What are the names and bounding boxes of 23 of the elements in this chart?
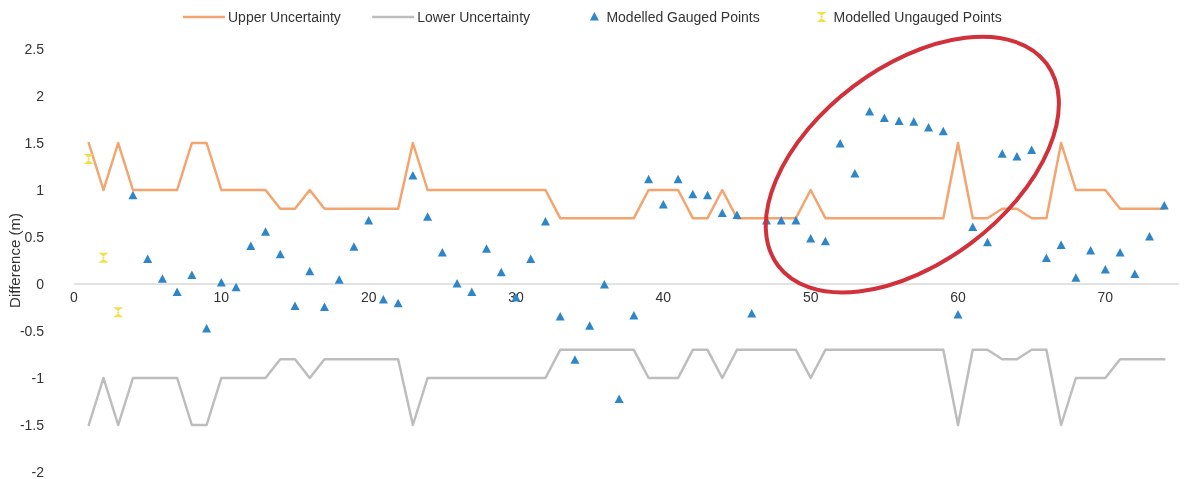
legend-label: Upper Uncertainty <box>228 8 341 25</box>
y-tick-label: 2.5 <box>24 40 45 57</box>
y-tick-label: 2 <box>36 87 45 104</box>
y-tick-label: 0.5 <box>24 228 45 245</box>
x-tick-label: 50 <box>802 289 819 305</box>
y-tick-label: 1 <box>36 181 45 198</box>
y-tick-label: -1 <box>31 369 45 386</box>
x-tick-label: 20 <box>360 289 377 305</box>
y-tick-label: 0 <box>36 275 45 292</box>
x-tick-label: 70 <box>1097 289 1114 305</box>
legend-label: Lower Uncertainty <box>417 8 531 25</box>
x-tick-label: 40 <box>655 289 672 305</box>
y-tick-label: -1.5 <box>19 416 45 433</box>
y-axis-title: Difference (m) <box>6 213 23 308</box>
line-series <box>87 348 1166 427</box>
x-tick-label: 10 <box>213 289 230 305</box>
x-tick-label: 60 <box>950 289 966 305</box>
legend-label: Modelled Ungauged Points <box>833 8 1002 25</box>
y-tick-label: -0.5 <box>19 322 45 339</box>
x-tick-label: 0 <box>70 289 79 305</box>
y-tick-label: -2 <box>31 463 45 479</box>
y-tick-label: 1.5 <box>24 134 45 151</box>
legend-label: Modelled Gauged Points <box>606 8 760 25</box>
